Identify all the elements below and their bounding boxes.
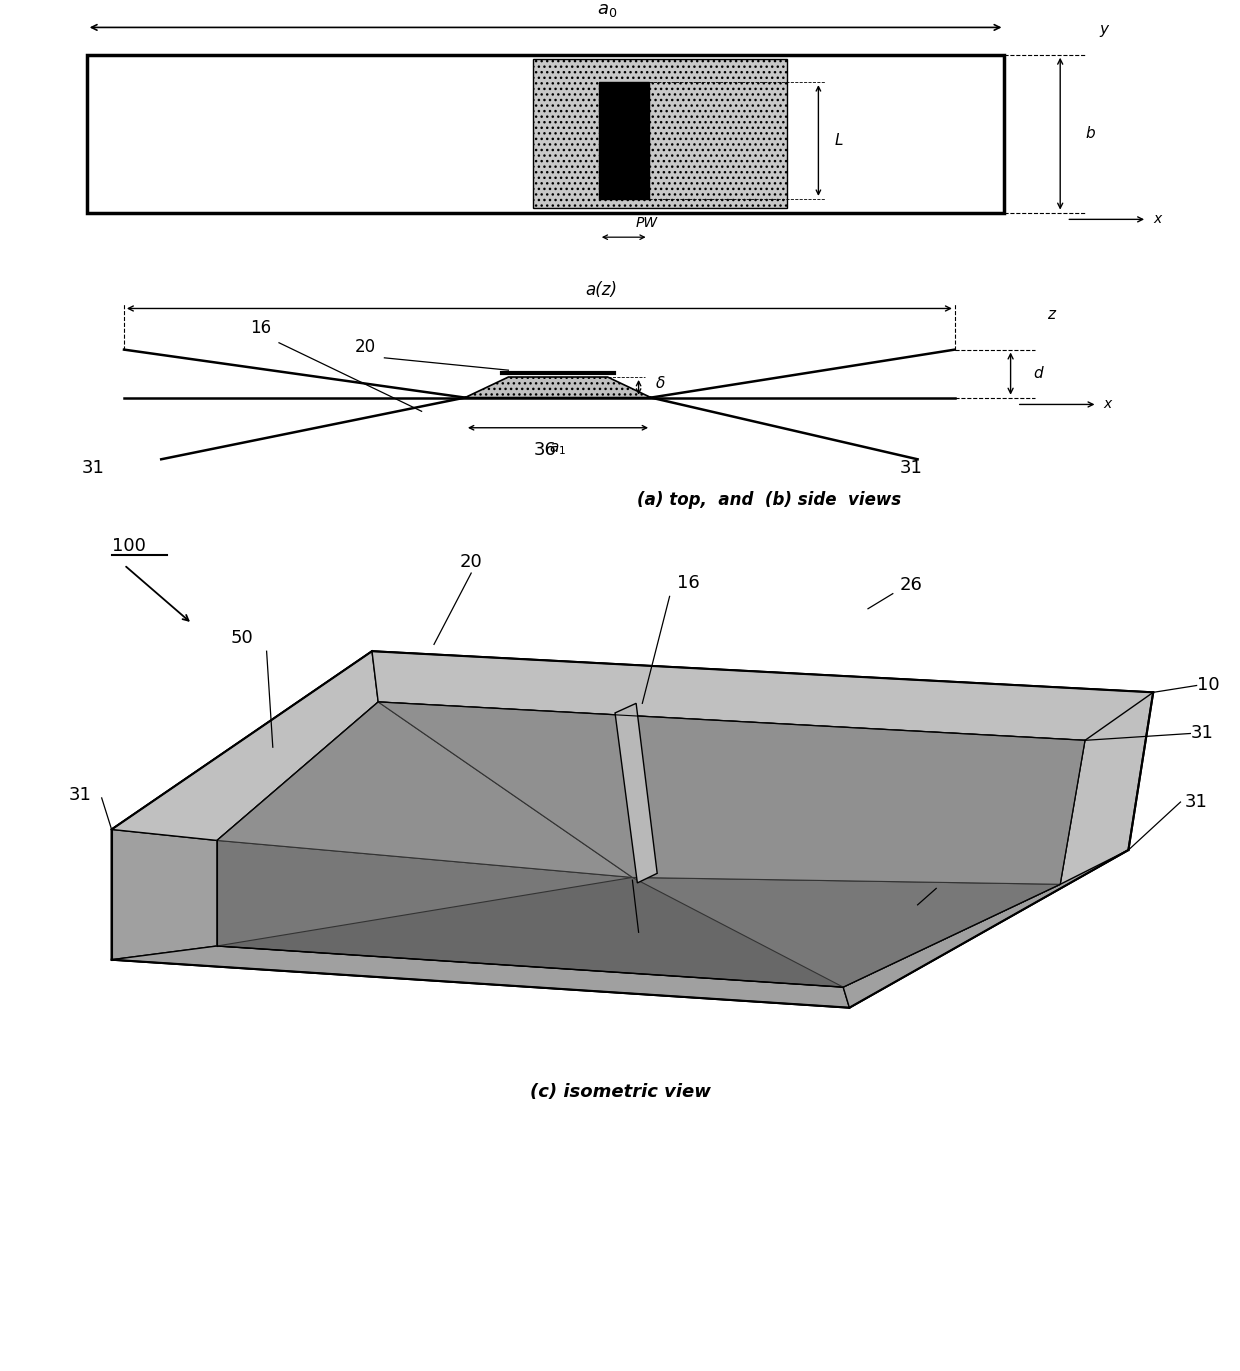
Text: $a_1$: $a_1$: [549, 441, 567, 457]
Text: 100: 100: [112, 537, 145, 555]
Text: b: b: [1085, 126, 1095, 141]
Text: 20: 20: [355, 339, 377, 356]
Text: $a_0$: $a_0$: [598, 1, 618, 19]
Text: 20: 20: [460, 553, 482, 572]
Polygon shape: [112, 651, 1153, 1008]
Text: 31: 31: [900, 459, 923, 477]
Polygon shape: [217, 702, 1085, 987]
Text: 31: 31: [69, 786, 92, 805]
Text: 31: 31: [82, 459, 104, 477]
Polygon shape: [632, 877, 1060, 987]
Text: 26: 26: [944, 871, 966, 890]
Bar: [599, 82, 649, 199]
Polygon shape: [465, 377, 651, 398]
Text: (a) top,  and  (b) side  views: (a) top, and (b) side views: [636, 491, 901, 509]
Polygon shape: [217, 702, 632, 877]
Polygon shape: [378, 702, 1085, 884]
Polygon shape: [843, 850, 1128, 1008]
Bar: [533, 59, 787, 208]
Text: z: z: [1048, 307, 1055, 322]
Text: 31: 31: [1190, 724, 1213, 743]
Text: 26: 26: [900, 576, 923, 595]
Text: $\delta$: $\delta$: [655, 376, 666, 391]
Text: 50: 50: [231, 628, 253, 647]
Polygon shape: [372, 651, 1153, 740]
Bar: [87, 55, 1004, 213]
Text: 31: 31: [1184, 792, 1207, 812]
Text: 36: 36: [627, 939, 650, 958]
Polygon shape: [112, 946, 849, 1008]
Text: y: y: [1099, 22, 1109, 37]
Polygon shape: [112, 651, 378, 840]
Text: 36: 36: [534, 441, 557, 459]
Text: PW: PW: [636, 217, 658, 230]
Text: L: L: [835, 133, 843, 148]
Text: a(z): a(z): [585, 281, 618, 299]
Text: x: x: [1104, 398, 1112, 411]
Polygon shape: [217, 840, 632, 946]
Text: (c) isometric view: (c) isometric view: [529, 1083, 711, 1101]
Text: 16: 16: [249, 319, 272, 337]
Polygon shape: [615, 703, 657, 883]
Text: 16: 16: [677, 573, 699, 592]
Text: 10: 10: [1197, 676, 1219, 695]
Text: d: d: [1033, 366, 1043, 381]
Polygon shape: [112, 829, 217, 960]
Text: x: x: [1153, 213, 1162, 226]
